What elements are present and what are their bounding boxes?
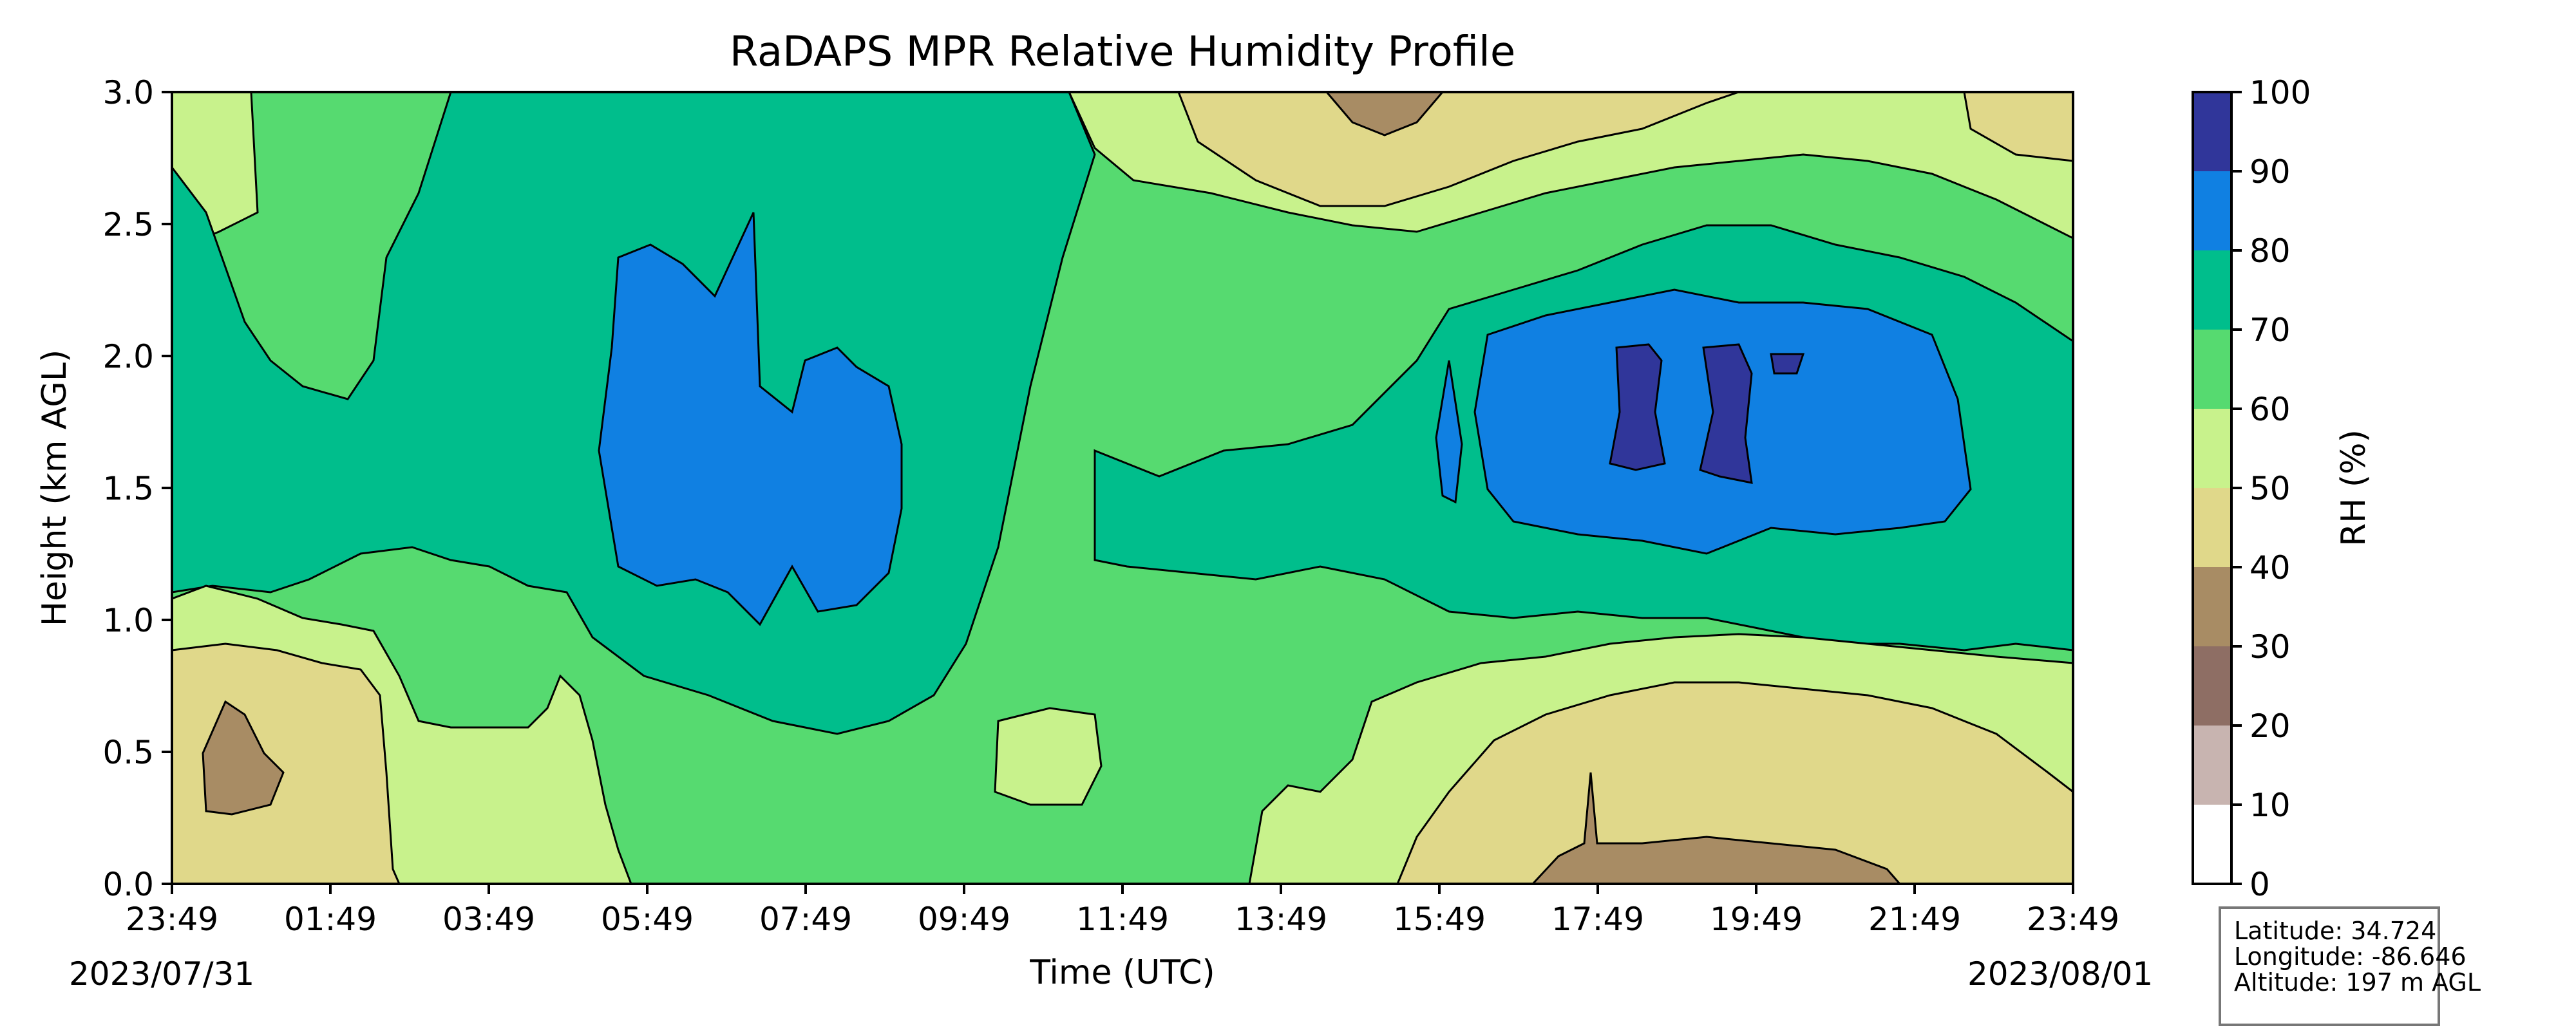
y-tick-label: 1.0 (102, 602, 154, 639)
band-40-50-upper-right (1963, 92, 2073, 162)
x-tick-label: 21:49 (1868, 901, 1961, 938)
colorbar: 0 10 20 30 40 50 60 70 80 90 100 (2192, 74, 2311, 903)
x-tick-label: 09:49 (918, 901, 1010, 938)
colorbar-segment (2193, 409, 2231, 488)
band-90-100-core-1 (1609, 343, 1666, 471)
x-tick-label: 17:49 (1551, 901, 1644, 938)
contour-fill (172, 92, 2073, 884)
colorbar-tick-label: 80 (2249, 232, 2291, 270)
band-50-60-mid-blob (994, 707, 1103, 806)
y-tick-label: 2.5 (102, 206, 154, 243)
x-tick-label: 11:49 (1076, 901, 1169, 938)
y-axis-label: Height (km AGL) (35, 350, 74, 626)
x-tick-label: 01:49 (284, 901, 377, 938)
colorbar-segment (2193, 646, 2231, 726)
band-30-40-lower-right (1531, 772, 1901, 884)
colorbar-tick-label: 90 (2249, 153, 2291, 191)
colorbar-segment (2193, 330, 2231, 409)
colorbar-tick-label: 70 (2249, 312, 2291, 349)
band-90-100-core-3 (1770, 353, 1805, 375)
colorbar-label: RH (%) (2334, 429, 2373, 547)
colorbar-segment (2193, 805, 2231, 884)
band-30-40-lower-left (202, 700, 285, 816)
x-tick-label: 03:49 (442, 901, 535, 938)
latitude-text: Latitude: 34.724 (2234, 917, 2437, 945)
x-tick-label: 23:49 (2027, 901, 2119, 938)
end-date-label: 2023/08/01 (1967, 955, 2153, 993)
x-tick-label: 07:49 (759, 901, 852, 938)
band-40-50-upper (1177, 92, 1739, 207)
x-axis: 23:49 01:49 03:49 05:49 07:49 09:49 11:49 13:49… (126, 884, 2119, 938)
colorbar-segment (2193, 726, 2231, 805)
colorbar-tick-label: 30 (2249, 628, 2291, 666)
band-90-100-core-2 (1699, 343, 1753, 484)
y-tick-label: 3.0 (102, 74, 154, 111)
band-80-90-spike (1435, 360, 1463, 504)
colorbar-segment (2193, 488, 2231, 567)
y-tick-label: 0.0 (102, 866, 154, 903)
band-30-40-upper (1325, 92, 1444, 136)
colorbar-tick-label: 0 (2249, 866, 2270, 903)
altitude-text: Altitude: 197 m AGL (2234, 968, 2481, 997)
colorbar-tick-label: 60 (2249, 391, 2291, 428)
x-tick-label: 15:49 (1393, 901, 1486, 938)
band-80-90-left (598, 212, 903, 626)
colorbar-tick-label: 40 (2249, 549, 2291, 586)
chart-title: RaDAPS MPR Relative Humidity Profile (730, 28, 1515, 76)
y-tick-label: 1.5 (102, 470, 154, 507)
colorbar-tick-label: 10 (2249, 787, 2291, 824)
x-tick-label: 13:49 (1235, 901, 1327, 938)
colorbar-segment (2193, 250, 2231, 330)
colorbar-segment (2193, 92, 2231, 171)
x-tick-label: 05:49 (601, 901, 694, 938)
colorbar-segment (2193, 567, 2231, 646)
x-axis-label: Time (UTC) (1029, 953, 1215, 992)
y-axis: 0.0 0.5 1.0 1.5 2.0 2.5 3.0 (102, 74, 172, 903)
x-tick-label: 19:49 (1710, 901, 1803, 938)
y-tick-label: 2.0 (102, 338, 154, 375)
colorbar-segment (2193, 171, 2231, 250)
band-40-50-lower-right (1396, 681, 2073, 884)
colorbar-tick-label: 100 (2249, 74, 2311, 111)
colorbar-tick-label: 20 (2249, 707, 2291, 745)
longitude-text: Longitude: -86.646 (2234, 942, 2467, 971)
x-tick-label: 23:49 (126, 901, 218, 938)
start-date-label: 2023/07/31 (69, 955, 254, 993)
colorbar-tick-label: 50 (2249, 470, 2291, 507)
station-info-box: Latitude: 34.724 Longitude: -86.646 Alti… (2219, 906, 2481, 1026)
y-tick-label: 0.5 (102, 734, 154, 771)
